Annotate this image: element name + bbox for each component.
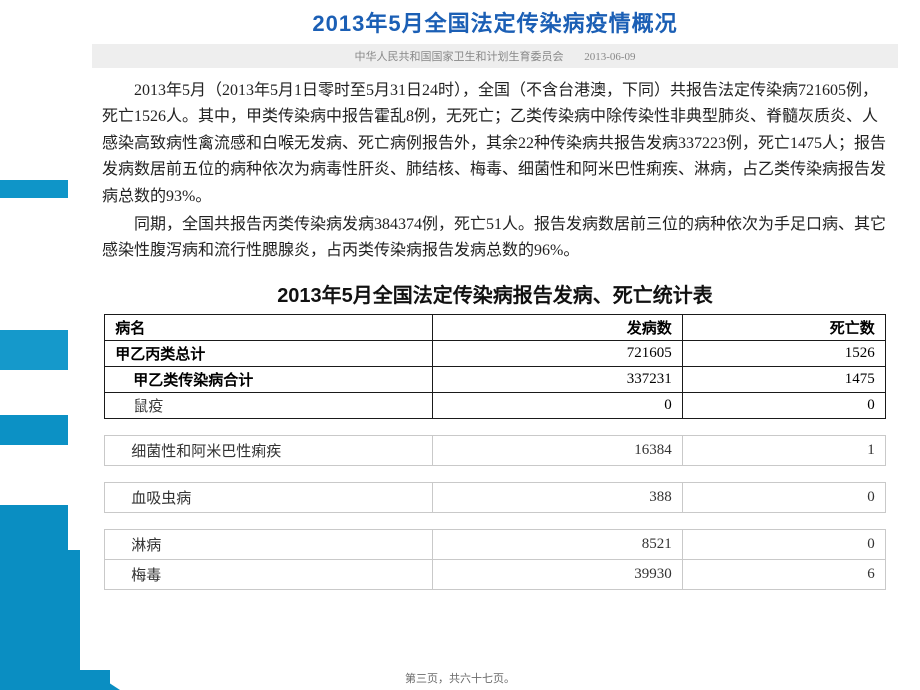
- row-deaths: 0: [682, 529, 885, 559]
- table-row: 血吸虫病 388 0: [105, 482, 885, 512]
- row-label: 甲乙类传染病合计: [105, 366, 433, 392]
- row-deaths: 1526: [682, 340, 885, 366]
- row-cases: 39930: [433, 559, 683, 589]
- page-footer: 第三页，共六十七页。: [0, 670, 920, 686]
- row-cases: 337231: [433, 366, 683, 392]
- col-header-name: 病名: [105, 314, 433, 340]
- table-row: 梅毒 39930 6: [105, 559, 885, 589]
- body-text: 2013年5月（2013年5月1日零时至5月31日24时），全国（不含台港澳，下…: [88, 78, 902, 265]
- fragment-table-3: 淋病 8521 0 梅毒 39930 6: [104, 529, 885, 590]
- row-cases: 388: [433, 482, 683, 512]
- fragment-table-1: 细菌性和阿米巴性痢疾 16384 1: [104, 435, 885, 466]
- row-deaths: 1: [682, 435, 885, 465]
- row-cases: 721605: [433, 340, 683, 366]
- row-label: 鼠疫: [105, 392, 433, 418]
- row-deaths: 6: [682, 559, 885, 589]
- row-cases: 16384: [433, 435, 683, 465]
- page-title: 2013年5月全国法定传染病疫情概况: [88, 2, 902, 44]
- row-label: 淋病: [105, 529, 433, 559]
- table-row: 鼠疫 0 0: [105, 392, 885, 418]
- stats-table: 病名 发病数 死亡数 甲乙丙类总计 721605 1526 甲乙类传染病合计 3…: [104, 314, 885, 419]
- row-deaths: 1475: [682, 366, 885, 392]
- fragment-table-2: 血吸虫病 388 0: [104, 482, 885, 513]
- document-page: 2013年5月全国法定传染病疫情概况 中华人民共和国国家卫生和计划生育委员会 2…: [80, 0, 910, 670]
- subtitle-bar: 中华人民共和国国家卫生和计划生育委员会 2013-06-09: [92, 44, 898, 68]
- table-row: 淋病 8521 0: [105, 529, 885, 559]
- row-label: 梅毒: [105, 559, 433, 589]
- row-label: 甲乙丙类总计: [105, 340, 433, 366]
- table-row: 甲乙丙类总计 721605 1526: [105, 340, 885, 366]
- date-label: 2013-06-09: [584, 51, 635, 63]
- table-row: 甲乙类传染病合计 337231 1475: [105, 366, 885, 392]
- col-header-deaths: 死亡数: [682, 314, 885, 340]
- row-cases: 0: [433, 392, 683, 418]
- row-cases: 8521: [433, 529, 683, 559]
- paragraph-2: 同期，全国共报告丙类传染病发病384374例，死亡51人。报告发病数居前三位的病…: [102, 212, 890, 265]
- row-label: 血吸虫病: [105, 482, 433, 512]
- col-header-cases: 发病数: [433, 314, 683, 340]
- table-row: 细菌性和阿米巴性痢疾 16384 1: [105, 435, 885, 465]
- row-label: 细菌性和阿米巴性痢疾: [105, 435, 433, 465]
- table-title: 2013年5月全国法定传染病报告发病、死亡统计表: [88, 279, 902, 308]
- row-deaths: 0: [682, 392, 885, 418]
- paragraph-1: 2013年5月（2013年5月1日零时至5月31日24时），全国（不含台港澳，下…: [102, 78, 890, 210]
- source-label: 中华人民共和国国家卫生和计划生育委员会: [354, 51, 563, 63]
- row-deaths: 0: [682, 482, 885, 512]
- bg-stripe: [0, 0, 68, 690]
